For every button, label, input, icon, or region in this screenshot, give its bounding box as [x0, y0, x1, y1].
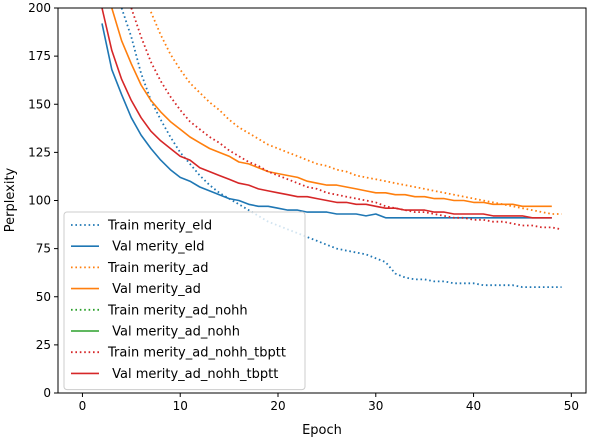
x-axis-label: Epoch — [302, 423, 342, 438]
legend-entry: Val merity_ad_nohh_tbptt — [108, 367, 278, 382]
x-tick-label: 20 — [270, 399, 285, 413]
x-tick-label: 10 — [173, 399, 188, 413]
x-axis: 0 10 20 30 40 50 — [79, 393, 579, 413]
x-tick-label: 50 — [564, 399, 579, 413]
legend-entry: Train merity_ad_nohh_tbptt — [107, 346, 286, 361]
y-axis-label: Perplexity — [3, 167, 18, 232]
series-line-7 — [130, 8, 562, 231]
legend-entry: Val merity_eld — [108, 240, 205, 255]
x-tick-label: 0 — [79, 399, 87, 413]
y-tick-label: 200 — [28, 1, 51, 15]
series-line-8 — [101, 8, 552, 219]
series-line-2 — [101, 23, 552, 219]
y-tick-label: 25 — [36, 338, 51, 352]
legend-entry: Train merity_ad_nohh — [107, 303, 248, 318]
y-axis: 0 25 50 75 100 125 150 175 200 — [28, 1, 58, 400]
legend-entry: Val merity_ad_nohh — [108, 325, 240, 340]
legend-entry: Val merity_ad — [108, 282, 201, 297]
y-tick-label: 50 — [36, 290, 51, 304]
legend-entry: Train merity_ad — [107, 261, 208, 276]
y-tick-label: 150 — [28, 97, 51, 111]
series-line-4 — [111, 8, 552, 208]
y-tick-label: 175 — [28, 49, 51, 63]
y-tick-label: 125 — [28, 145, 51, 159]
legend-box — [63, 211, 306, 391]
legend-entry: Train merity_eld — [107, 219, 212, 234]
series-line-1 — [120, 8, 562, 289]
series-layer — [101, 8, 562, 289]
y-tick-label: 0 — [43, 386, 51, 400]
y-tick-label: 75 — [36, 242, 51, 256]
x-tick-label: 30 — [368, 399, 383, 413]
y-tick-label: 100 — [28, 194, 51, 208]
x-tick-label: 40 — [466, 399, 481, 413]
legend: Train merity_eld Val merity_eld Train mer… — [63, 211, 306, 391]
series-line-3 — [150, 11, 562, 215]
